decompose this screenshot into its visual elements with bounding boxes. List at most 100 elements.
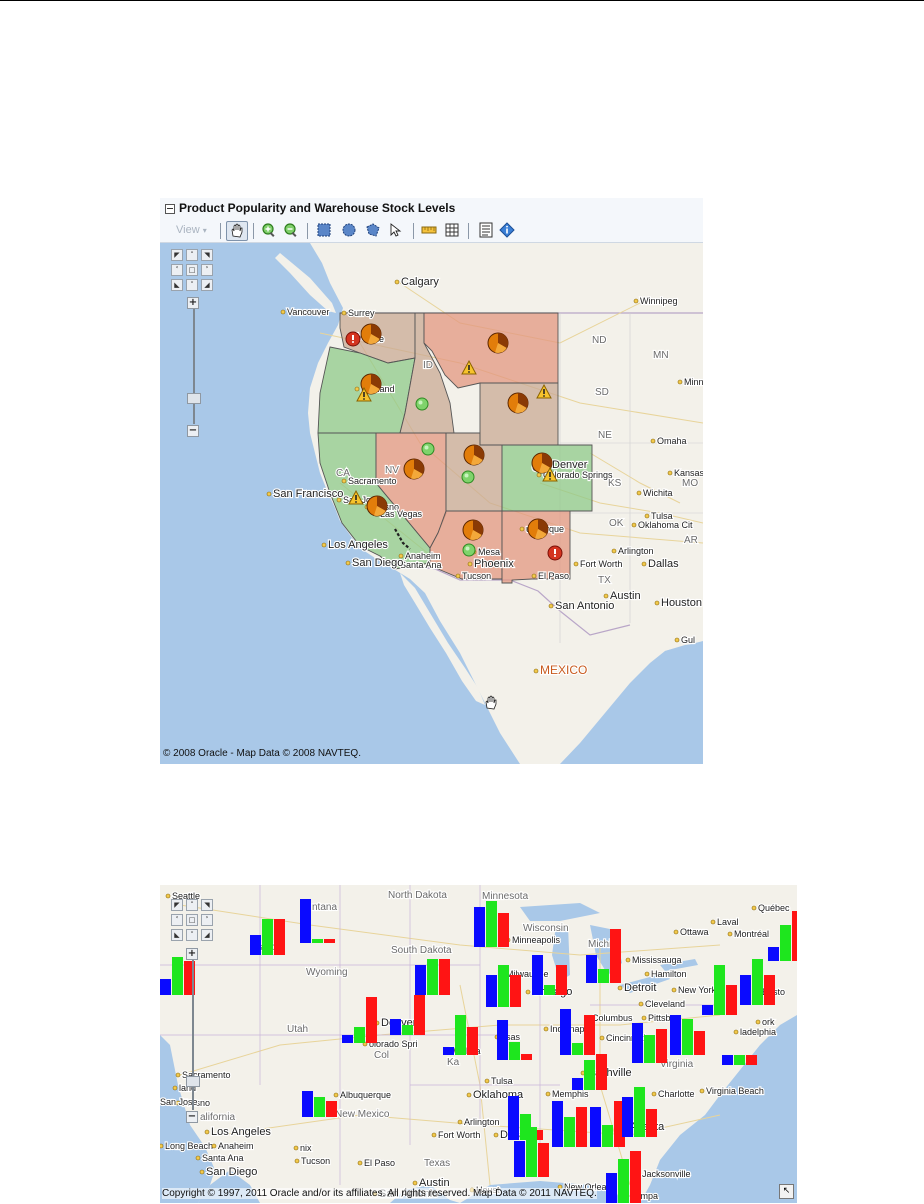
bar-chart-bar[interactable] (312, 939, 323, 943)
bar-chart-bar[interactable] (532, 1130, 543, 1140)
bar-chart-bar[interactable] (521, 1054, 532, 1060)
bar-chart-bar[interactable] (740, 975, 751, 1005)
bar-chart-bar[interactable] (538, 1143, 549, 1177)
error-icon-new-mexico[interactable] (547, 545, 563, 561)
bar-chart-bar[interactable] (160, 979, 171, 995)
bar-chart-bar[interactable] (509, 1042, 520, 1060)
bar-chart-bar[interactable] (584, 1060, 595, 1090)
resize-corner-icon[interactable]: ↖ (779, 1184, 794, 1199)
bar-chart-bar[interactable] (602, 1125, 613, 1147)
bar-chart-bar[interactable] (598, 969, 609, 983)
bar-chart-bar[interactable] (590, 1107, 601, 1147)
zoom-slider-track[interactable] (192, 960, 194, 1110)
bar-chart-bar[interactable] (302, 1091, 313, 1117)
zoom-out-icon[interactable] (283, 222, 299, 238)
bar-chart-bar[interactable] (510, 975, 521, 1007)
pan-south-button[interactable]: ˅ (186, 929, 198, 941)
bar-chart-bar[interactable] (526, 1127, 537, 1177)
bar-chart-bar[interactable] (415, 965, 426, 995)
zoom-slider-thumb[interactable] (187, 393, 201, 404)
distance-ruler-icon[interactable] (421, 222, 437, 238)
info-icon[interactable] (499, 222, 515, 238)
zoom-in-button[interactable]: + (186, 948, 198, 960)
pie-chart-marker-montana[interactable] (487, 332, 509, 354)
bar-chart-bar[interactable] (614, 1101, 625, 1147)
warning-icon-wyoming[interactable] (536, 384, 552, 399)
rectangle-select-icon[interactable] (316, 222, 332, 238)
pie-chart-marker-arizona[interactable] (462, 519, 484, 541)
pie-chart-marker-utah[interactable] (463, 444, 485, 466)
bar-chart-bar[interactable] (622, 1097, 633, 1137)
bar-chart-bar[interactable] (498, 913, 509, 947)
bar-chart-bar[interactable] (172, 957, 183, 995)
bar-chart-bar[interactable] (726, 985, 737, 1015)
ok-icon-utah[interactable] (461, 470, 475, 484)
pointer-select-icon[interactable] (387, 222, 403, 238)
pan-northeast-button[interactable]: ◥ (201, 899, 213, 911)
bar-chart-bar[interactable] (324, 939, 335, 943)
bar-chart-bar[interactable] (764, 975, 775, 1005)
pan-east-button[interactable]: ˃ (201, 914, 213, 926)
warning-icon-california[interactable] (348, 490, 364, 505)
bar-chart-bar[interactable] (646, 1109, 657, 1137)
bar-chart-bar[interactable] (792, 911, 797, 961)
bar-chart-bar[interactable] (560, 1009, 571, 1055)
grid-icon[interactable] (444, 222, 460, 238)
map-view-western-us[interactable]: CalgaryWinnipegVancouverSurreyPortlandND… (160, 243, 703, 764)
pie-chart-marker-wyoming[interactable] (507, 392, 529, 414)
error-icon-washington[interactable] (345, 331, 361, 347)
zoom-out-button[interactable]: − (186, 1111, 198, 1123)
bar-chart-bar[interactable] (520, 1114, 531, 1140)
bar-chart-bar[interactable] (497, 1020, 508, 1060)
bar-chart-bar[interactable] (746, 1055, 757, 1065)
collapse-icon[interactable] (165, 204, 175, 214)
bar-chart-bar[interactable] (467, 1027, 478, 1055)
bar-chart-bar[interactable] (508, 1096, 519, 1140)
bar-chart-bar[interactable] (752, 959, 763, 1005)
bar-chart-bar[interactable] (250, 935, 261, 955)
recenter-button[interactable]: □ (186, 264, 198, 276)
bar-chart-bar[interactable] (572, 1043, 583, 1055)
ok-icon-nevada[interactable] (421, 442, 435, 456)
bar-chart-bar[interactable] (498, 965, 509, 1007)
ok-icon-arizona[interactable] (462, 543, 476, 557)
bar-chart-bar[interactable] (552, 1101, 563, 1147)
bar-chart-bar[interactable] (702, 1005, 713, 1015)
bar-chart-bar[interactable] (439, 959, 450, 995)
zoom-out-button[interactable]: − (187, 425, 199, 437)
bar-chart-bar[interactable] (486, 901, 497, 947)
pan-hand-icon[interactable] (226, 221, 248, 241)
bar-chart-bar[interactable] (596, 1054, 607, 1090)
zoom-slider-track[interactable] (193, 309, 195, 424)
bar-chart-bar[interactable] (544, 985, 555, 995)
pie-chart-marker-new-mexico[interactable] (527, 518, 549, 540)
pie-chart-marker-california[interactable] (366, 495, 388, 517)
pan-south-button[interactable]: ˅ (186, 279, 198, 291)
pan-north-button[interactable]: ˄ (186, 249, 198, 261)
ok-icon-idaho[interactable] (415, 397, 429, 411)
bar-chart-bar[interactable] (656, 1029, 667, 1063)
bar-chart-bar[interactable] (644, 1035, 655, 1063)
bar-chart-bar[interactable] (354, 1027, 365, 1043)
zoom-in-icon[interactable] (261, 222, 277, 238)
pan-southeast-button[interactable]: ◢ (201, 279, 213, 291)
bar-chart-bar[interactable] (390, 1019, 401, 1035)
pan-southwest-button[interactable]: ◣ (171, 929, 183, 941)
pan-west-button[interactable]: ˂ (171, 264, 183, 276)
bar-chart-bar[interactable] (584, 1015, 595, 1055)
view-menu[interactable]: View ▾ (176, 224, 207, 236)
recenter-button[interactable]: □ (186, 914, 198, 926)
bar-chart-bar[interactable] (768, 947, 779, 961)
zoom-slider-thumb[interactable] (186, 1076, 200, 1087)
bar-chart-bar[interactable] (402, 1025, 413, 1035)
pan-west-button[interactable]: ˂ (171, 914, 183, 926)
pan-northwest-button[interactable]: ◤ (171, 899, 183, 911)
bar-chart-bar[interactable] (632, 1023, 643, 1063)
bar-chart-bar[interactable] (262, 919, 273, 955)
bar-chart-bar[interactable] (634, 1087, 645, 1137)
bar-chart-bar[interactable] (300, 899, 311, 943)
bar-chart-bar[interactable] (564, 1117, 575, 1147)
bar-chart-bar[interactable] (414, 995, 425, 1035)
bar-chart-bar[interactable] (606, 1173, 617, 1203)
legend-list-icon[interactable] (478, 222, 494, 238)
